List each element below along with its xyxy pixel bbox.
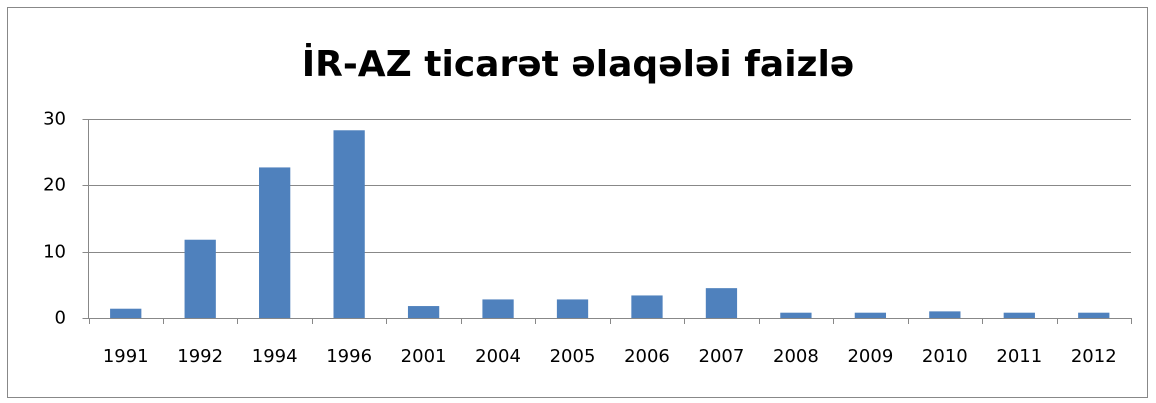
bar (780, 312, 812, 318)
x-tick-label: 2006 (624, 346, 670, 367)
x-tick-label: 2004 (475, 346, 521, 367)
x-tick-label: 2001 (401, 346, 447, 367)
bar (705, 288, 738, 318)
x-tick-label: 2007 (699, 346, 745, 367)
x-tick-label: 1996 (326, 346, 372, 367)
y-tick-label: 30 (43, 109, 66, 130)
x-tick-label: 1992 (177, 346, 223, 367)
y-tick-label: 20 (43, 175, 66, 196)
x-tick-label: 2011 (996, 346, 1042, 367)
y-tick-label: 10 (43, 242, 66, 263)
x-tick-label: 2005 (550, 346, 596, 367)
chart-title: İR-AZ ticarət əlaqələi faizlə (302, 43, 855, 85)
bar (407, 306, 440, 318)
bar (482, 299, 514, 318)
bar (110, 308, 142, 318)
x-tick-label: 2009 (847, 346, 893, 367)
x-tick-label: 2010 (922, 346, 968, 367)
bar (556, 299, 589, 318)
x-tick-label: 2012 (1071, 346, 1117, 367)
x-tick-label: 1991 (103, 346, 149, 367)
bar (854, 312, 887, 318)
bar (929, 311, 961, 318)
bar (184, 239, 216, 318)
bar (1078, 312, 1110, 318)
x-tick-label: 1994 (252, 346, 298, 367)
bar (631, 295, 663, 318)
x-tick-label: 2008 (773, 346, 819, 367)
y-tick-label: 0 (55, 308, 66, 329)
bar (333, 130, 365, 318)
chart-border (7, 7, 1148, 398)
bar (259, 167, 291, 318)
bar (1003, 312, 1035, 318)
